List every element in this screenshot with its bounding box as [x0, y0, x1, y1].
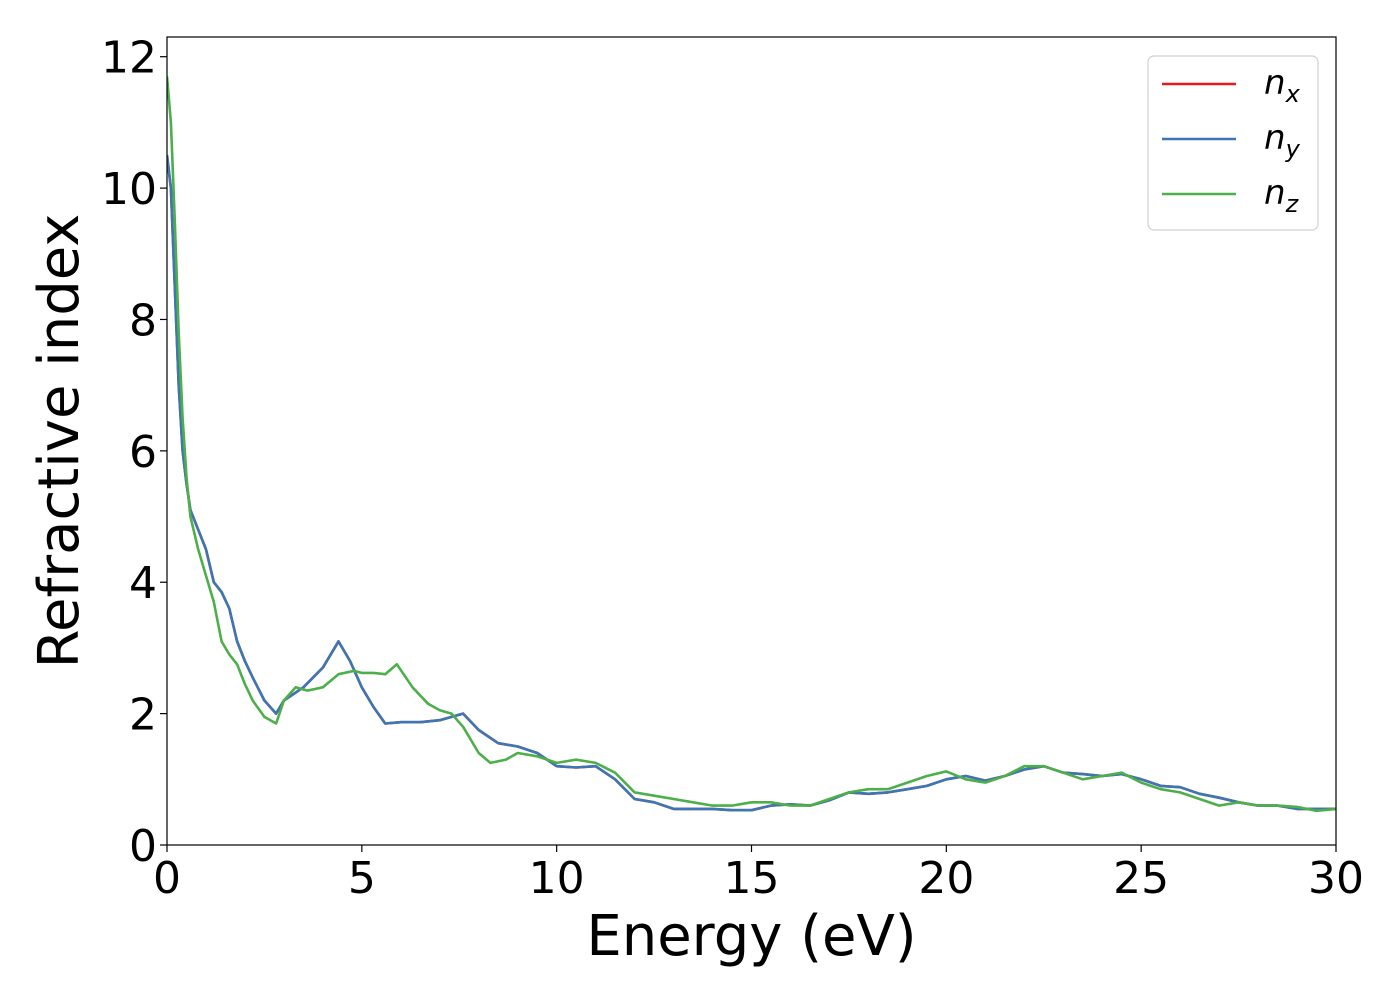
- legend: nx ny nz: [1147, 55, 1319, 231]
- y-axis-ticks: 0 2 4 6 8 10 12: [101, 33, 167, 872]
- legend-label-ny: ny: [1264, 118, 1301, 163]
- legend-box: [1147, 55, 1319, 231]
- x-axis-label: Energy (eV): [586, 904, 916, 969]
- legend-label-nz: nz: [1264, 173, 1300, 218]
- y-tick-label: 2: [129, 690, 157, 741]
- x-tick-label: 15: [724, 853, 780, 904]
- series-layer: [167, 76, 1336, 813]
- y-tick-label: 4: [129, 558, 157, 609]
- y-tick-label: 8: [129, 295, 157, 346]
- x-tick-label: 0: [153, 853, 181, 904]
- y-tick-label: 10: [101, 164, 157, 215]
- x-tick-label: 30: [1308, 853, 1364, 904]
- x-axis-ticks: 0 5 10 15 20 25 30: [153, 845, 1364, 904]
- series-line-ny: [167, 155, 1336, 812]
- y-tick-label: 6: [129, 427, 157, 478]
- y-tick-label: 0: [129, 821, 157, 872]
- y-tick-label: 12: [101, 33, 157, 84]
- series-line-nz: [167, 76, 1336, 813]
- x-tick-label: 20: [918, 853, 974, 904]
- x-tick-label: 25: [1113, 853, 1169, 904]
- legend-label-nx: nx: [1264, 63, 1301, 108]
- x-tick-label: 10: [529, 853, 585, 904]
- y-axis-label: Refractive index: [27, 214, 92, 669]
- x-tick-label: 5: [348, 853, 376, 904]
